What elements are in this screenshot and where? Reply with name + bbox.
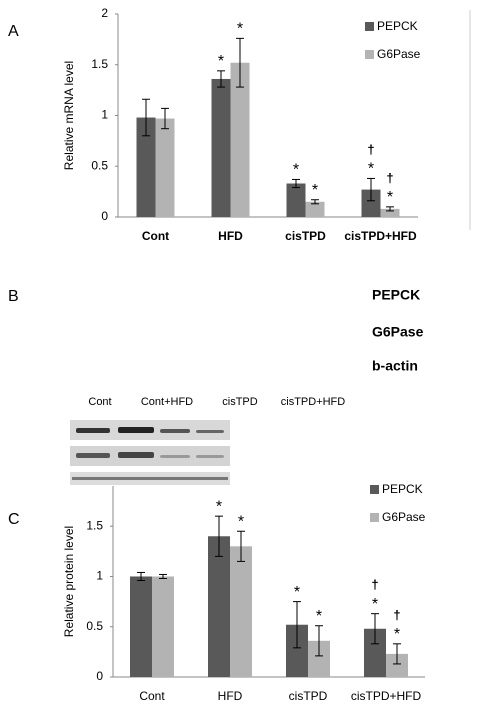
y-tick-label: 0.5 bbox=[86, 619, 103, 633]
y-tick-label: 0 bbox=[101, 209, 108, 223]
bar bbox=[155, 118, 175, 217]
x-tick-label: cisTPD+HFD bbox=[344, 229, 417, 243]
bar bbox=[386, 653, 408, 677]
legend-swatch bbox=[370, 485, 379, 494]
dagger-mark: † bbox=[393, 607, 400, 622]
y-tick-label: 1.5 bbox=[86, 518, 103, 532]
legend-label: G6Pase bbox=[382, 510, 426, 524]
blot-row-label: PEPCK bbox=[372, 287, 420, 303]
y-tick-label: 0.5 bbox=[91, 158, 108, 172]
significance-mark: * bbox=[237, 21, 243, 38]
legend-swatch bbox=[365, 50, 374, 59]
dagger-mark: † bbox=[367, 142, 374, 157]
bar bbox=[308, 640, 330, 677]
significance-mark: * bbox=[316, 608, 322, 625]
significance-mark: * bbox=[312, 182, 318, 199]
x-tick-label: HFD bbox=[218, 229, 243, 243]
significance-mark: * bbox=[238, 513, 244, 530]
bar bbox=[380, 208, 400, 217]
significance-mark: * bbox=[387, 189, 393, 206]
bar bbox=[211, 78, 231, 218]
legend-label: PEPCK bbox=[377, 19, 418, 33]
bar bbox=[130, 576, 152, 677]
bar bbox=[152, 576, 174, 677]
blot-row-label: G6Pase bbox=[372, 324, 424, 340]
blot-image bbox=[70, 420, 230, 485]
lane-label: cisTPD bbox=[222, 396, 258, 408]
lane-label: Cont+HFD bbox=[141, 396, 193, 408]
bar bbox=[364, 628, 386, 677]
legend-swatch bbox=[370, 513, 379, 522]
bar bbox=[286, 183, 306, 217]
significance-mark: * bbox=[368, 161, 374, 178]
y-axis-label: Relative protein level bbox=[62, 526, 76, 637]
blot-row-label: b-actin bbox=[372, 358, 418, 374]
panel-label: B bbox=[8, 288, 19, 305]
y-axis-label: Relative mRNA level bbox=[62, 61, 76, 170]
x-tick-label: HFD bbox=[218, 689, 243, 703]
y-tick-label: 0 bbox=[96, 669, 103, 683]
bar bbox=[208, 536, 230, 677]
x-tick-label: cisTPD+HFD bbox=[351, 689, 422, 703]
legend-label: PEPCK bbox=[382, 482, 423, 496]
y-tick-label: 2 bbox=[101, 6, 108, 20]
significance-mark: * bbox=[294, 584, 300, 601]
significance-mark: * bbox=[372, 596, 378, 613]
legend-swatch bbox=[365, 22, 374, 31]
legend-label: G6Pase bbox=[377, 47, 421, 61]
panel-label: A bbox=[8, 23, 19, 40]
bar bbox=[286, 624, 308, 677]
significance-mark: * bbox=[216, 498, 222, 515]
lane-label: cisTPD+HFD bbox=[281, 396, 346, 408]
y-tick-label: 1 bbox=[101, 108, 108, 122]
lane-label: Cont bbox=[88, 396, 111, 408]
x-tick-label: cisTPD bbox=[285, 229, 326, 243]
bar bbox=[361, 189, 381, 217]
y-tick-label: 1.5 bbox=[91, 57, 108, 71]
x-tick-label: cisTPD bbox=[289, 689, 328, 703]
x-tick-label: Cont bbox=[139, 689, 165, 703]
y-tick-label: 1 bbox=[96, 569, 103, 583]
bar bbox=[230, 62, 250, 217]
dagger-mark: † bbox=[386, 170, 393, 185]
significance-mark: * bbox=[293, 162, 299, 179]
panel-label: C bbox=[8, 511, 20, 528]
bar bbox=[305, 201, 325, 217]
bar bbox=[230, 546, 252, 677]
significance-mark: * bbox=[394, 626, 400, 643]
dagger-mark: † bbox=[371, 577, 378, 592]
significance-mark: * bbox=[218, 53, 224, 70]
bar bbox=[136, 117, 156, 217]
x-tick-label: Cont bbox=[142, 229, 169, 243]
